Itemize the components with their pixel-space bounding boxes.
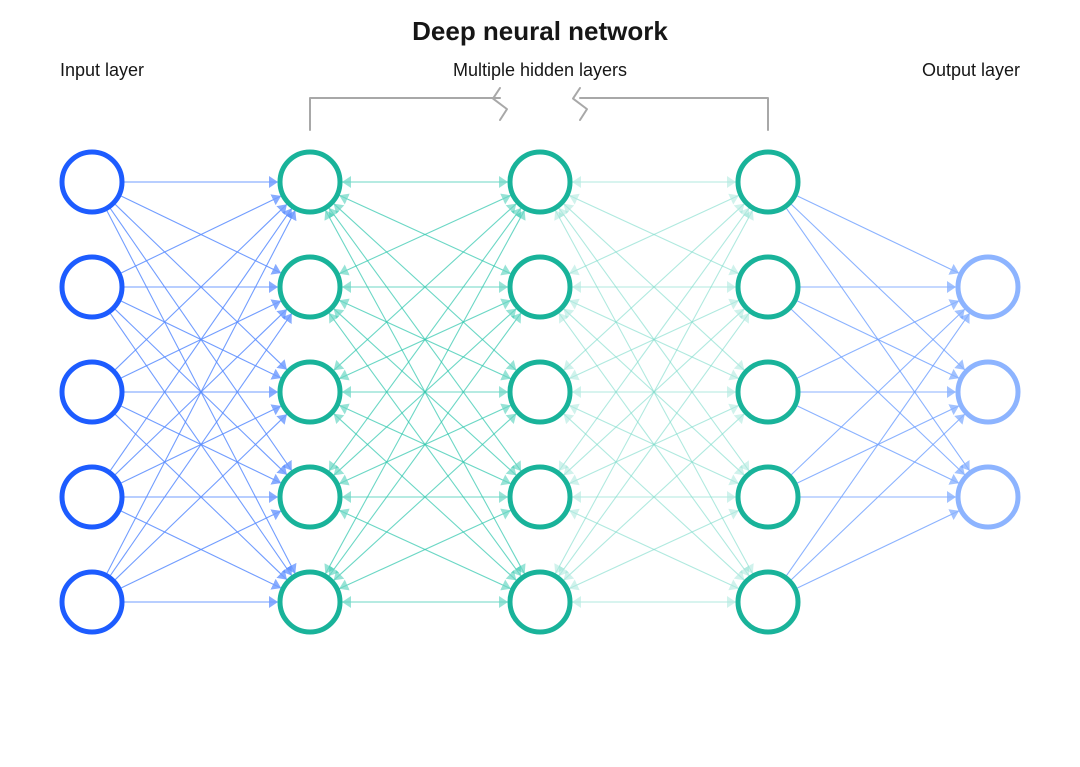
- node-hidden1-1: [280, 257, 340, 317]
- node-hidden1-3: [280, 467, 340, 527]
- node-hidden3-0: [738, 152, 798, 212]
- diagram-stage: Deep neural network Input layer Multiple h…: [0, 0, 1080, 767]
- node-input-0: [62, 152, 122, 212]
- neural-network-diagram: Deep neural network Input layer Multiple h…: [0, 0, 1080, 767]
- edge: [797, 511, 959, 588]
- node-hidden3-3: [738, 467, 798, 527]
- node-hidden2-0: [510, 152, 570, 212]
- diagram-title: Deep neural network: [412, 16, 668, 46]
- node-hidden1-4: [280, 572, 340, 632]
- node-hidden1-0: [280, 152, 340, 212]
- node-hidden2-4: [510, 572, 570, 632]
- node-hidden2-1: [510, 257, 570, 317]
- node-input-4: [62, 572, 122, 632]
- node-hidden3-2: [738, 362, 798, 422]
- node-output-2: [958, 467, 1018, 527]
- output-label: Output layer: [922, 60, 1020, 80]
- input-label: Input layer: [60, 60, 144, 80]
- node-input-3: [62, 467, 122, 527]
- node-hidden3-4: [738, 572, 798, 632]
- node-input-2: [62, 362, 122, 422]
- node-hidden2-2: [510, 362, 570, 422]
- node-output-1: [958, 362, 1018, 422]
- node-hidden1-2: [280, 362, 340, 422]
- node-input-1: [62, 257, 122, 317]
- edge: [786, 313, 969, 576]
- node-hidden2-3: [510, 467, 570, 527]
- hidden-layers-bracket: [310, 88, 768, 130]
- hidden-label: Multiple hidden layers: [453, 60, 627, 80]
- node-hidden3-1: [738, 257, 798, 317]
- edge: [797, 196, 959, 273]
- node-output-0: [958, 257, 1018, 317]
